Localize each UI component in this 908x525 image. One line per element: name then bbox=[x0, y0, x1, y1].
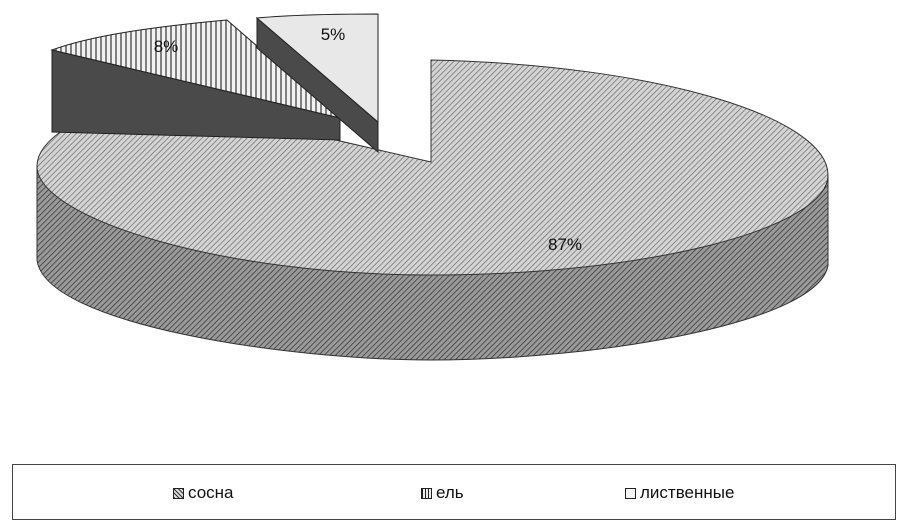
slice-sosna-top bbox=[36, 59, 829, 276]
pie-chart: 87% 8% 5% bbox=[36, 13, 829, 361]
legend-label-sosna: сосна bbox=[188, 483, 234, 502]
legend-swatch-sosna bbox=[173, 487, 184, 499]
legend: сосна ель лиственные bbox=[12, 464, 896, 520]
legend-label-listvennye: лиственные bbox=[640, 483, 735, 502]
legend-swatch-listvennye bbox=[625, 487, 636, 499]
legend-item-sosna: сосна bbox=[173, 483, 234, 503]
data-label-listvennye: 5% bbox=[321, 25, 346, 44]
slice-listvennye-top bbox=[255, 13, 379, 124]
slice-sosna bbox=[36, 59, 829, 361]
legend-label-el: ель bbox=[436, 483, 464, 502]
data-label-el: 8% bbox=[154, 37, 179, 56]
slice-el-top bbox=[50, 19, 341, 119]
slice-listvennye bbox=[255, 13, 379, 154]
slice-el bbox=[50, 19, 341, 141]
legend-item-listvennye: лиственные bbox=[625, 483, 734, 503]
legend-swatch-el bbox=[421, 487, 432, 499]
data-label-sosna: 87% bbox=[548, 235, 582, 254]
legend-item-el: ель bbox=[421, 483, 464, 503]
